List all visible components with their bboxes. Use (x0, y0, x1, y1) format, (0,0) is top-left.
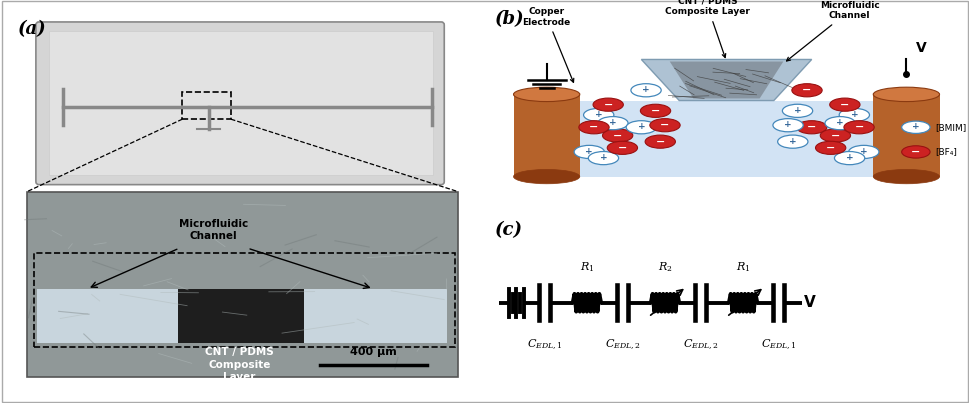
Text: +: + (835, 118, 843, 127)
Circle shape (592, 98, 623, 111)
Bar (182, 92, 231, 119)
Circle shape (901, 146, 929, 158)
Text: −: − (854, 122, 862, 132)
Circle shape (602, 129, 632, 142)
Bar (34, 253, 454, 347)
Bar (303, 289, 447, 343)
Text: (a): (a) (17, 20, 47, 38)
Circle shape (607, 141, 637, 154)
Text: −: − (603, 100, 612, 110)
Ellipse shape (872, 87, 939, 102)
Circle shape (848, 145, 878, 158)
Text: −: − (650, 106, 660, 116)
Text: +: + (845, 153, 853, 162)
Circle shape (815, 141, 845, 154)
Text: +: + (850, 110, 858, 119)
Text: V: V (915, 42, 925, 55)
Text: +: + (585, 147, 592, 156)
Text: −: − (617, 143, 626, 153)
Text: $R_2$: $R_2$ (657, 261, 672, 274)
Circle shape (626, 120, 656, 134)
Text: $C_{EDL,2}$: $C_{EDL,2}$ (682, 338, 718, 352)
Text: $R_1$: $R_1$ (735, 261, 750, 274)
Circle shape (820, 129, 850, 142)
Text: CNT / PDMS
Composite Layer: CNT / PDMS Composite Layer (665, 0, 749, 58)
Text: +: + (860, 147, 866, 156)
Text: −: − (589, 122, 598, 132)
Bar (37, 289, 177, 343)
Text: $C_{EDL,1}$: $C_{EDL,1}$ (526, 338, 561, 352)
Text: +: + (641, 85, 649, 94)
Text: −: − (826, 143, 834, 153)
Ellipse shape (513, 87, 579, 102)
Circle shape (828, 98, 860, 111)
Text: (c): (c) (494, 221, 522, 239)
Ellipse shape (513, 169, 579, 184)
Text: −: − (829, 131, 839, 141)
Circle shape (833, 152, 863, 165)
Polygon shape (669, 62, 783, 98)
Circle shape (644, 135, 674, 148)
Circle shape (843, 120, 873, 134)
Text: 400 μm: 400 μm (350, 347, 396, 357)
Polygon shape (641, 59, 811, 100)
Circle shape (588, 152, 618, 165)
Text: −: − (806, 122, 816, 132)
Circle shape (782, 104, 812, 117)
Circle shape (791, 84, 822, 97)
Text: −: − (660, 120, 669, 130)
Ellipse shape (872, 169, 939, 184)
Circle shape (838, 108, 868, 122)
Text: +: + (911, 122, 919, 131)
Text: −: − (839, 100, 849, 110)
Circle shape (583, 108, 613, 122)
Circle shape (578, 120, 609, 134)
Text: (b): (b) (494, 10, 523, 28)
Circle shape (772, 118, 802, 132)
Text: +: + (609, 118, 616, 127)
Text: $C_{EDL,1}$: $C_{EDL,1}$ (760, 338, 796, 352)
Bar (872, 94, 939, 177)
Text: +: + (637, 122, 644, 131)
Text: +: + (599, 153, 607, 162)
Polygon shape (527, 100, 924, 177)
Circle shape (649, 118, 679, 132)
Text: Microfluidic
Channel: Microfluidic Channel (786, 1, 879, 61)
Text: CNT / PDMS
Composite
Layer: CNT / PDMS Composite Layer (205, 347, 273, 382)
Circle shape (777, 135, 807, 148)
Text: $C_{EDL,2}$: $C_{EDL,2}$ (604, 338, 640, 352)
Text: +: + (594, 110, 602, 119)
Bar (48, 31, 432, 175)
Text: −: − (655, 137, 665, 147)
Text: −: − (612, 131, 622, 141)
Text: [BMIM]: [BMIM] (934, 123, 965, 132)
Text: $R_1$: $R_1$ (579, 261, 593, 274)
Circle shape (901, 121, 929, 133)
Text: +: + (784, 120, 791, 129)
Text: [BF₄]: [BF₄] (934, 147, 955, 156)
Circle shape (640, 104, 670, 117)
Text: −: − (801, 85, 811, 95)
Circle shape (574, 145, 604, 158)
Bar (513, 94, 579, 177)
Text: Microfluidic
Channel: Microfluidic Channel (178, 219, 248, 241)
Circle shape (796, 120, 826, 134)
Text: −: − (910, 147, 920, 157)
FancyBboxPatch shape (36, 22, 444, 185)
Text: +: + (788, 137, 796, 145)
Circle shape (597, 116, 627, 130)
Text: Copper
Electrode: Copper Electrode (522, 7, 574, 82)
Bar (177, 289, 303, 343)
Circle shape (825, 116, 855, 130)
Text: V: V (803, 295, 815, 310)
Text: +: + (793, 106, 800, 115)
Circle shape (630, 84, 661, 97)
Bar (27, 191, 457, 377)
